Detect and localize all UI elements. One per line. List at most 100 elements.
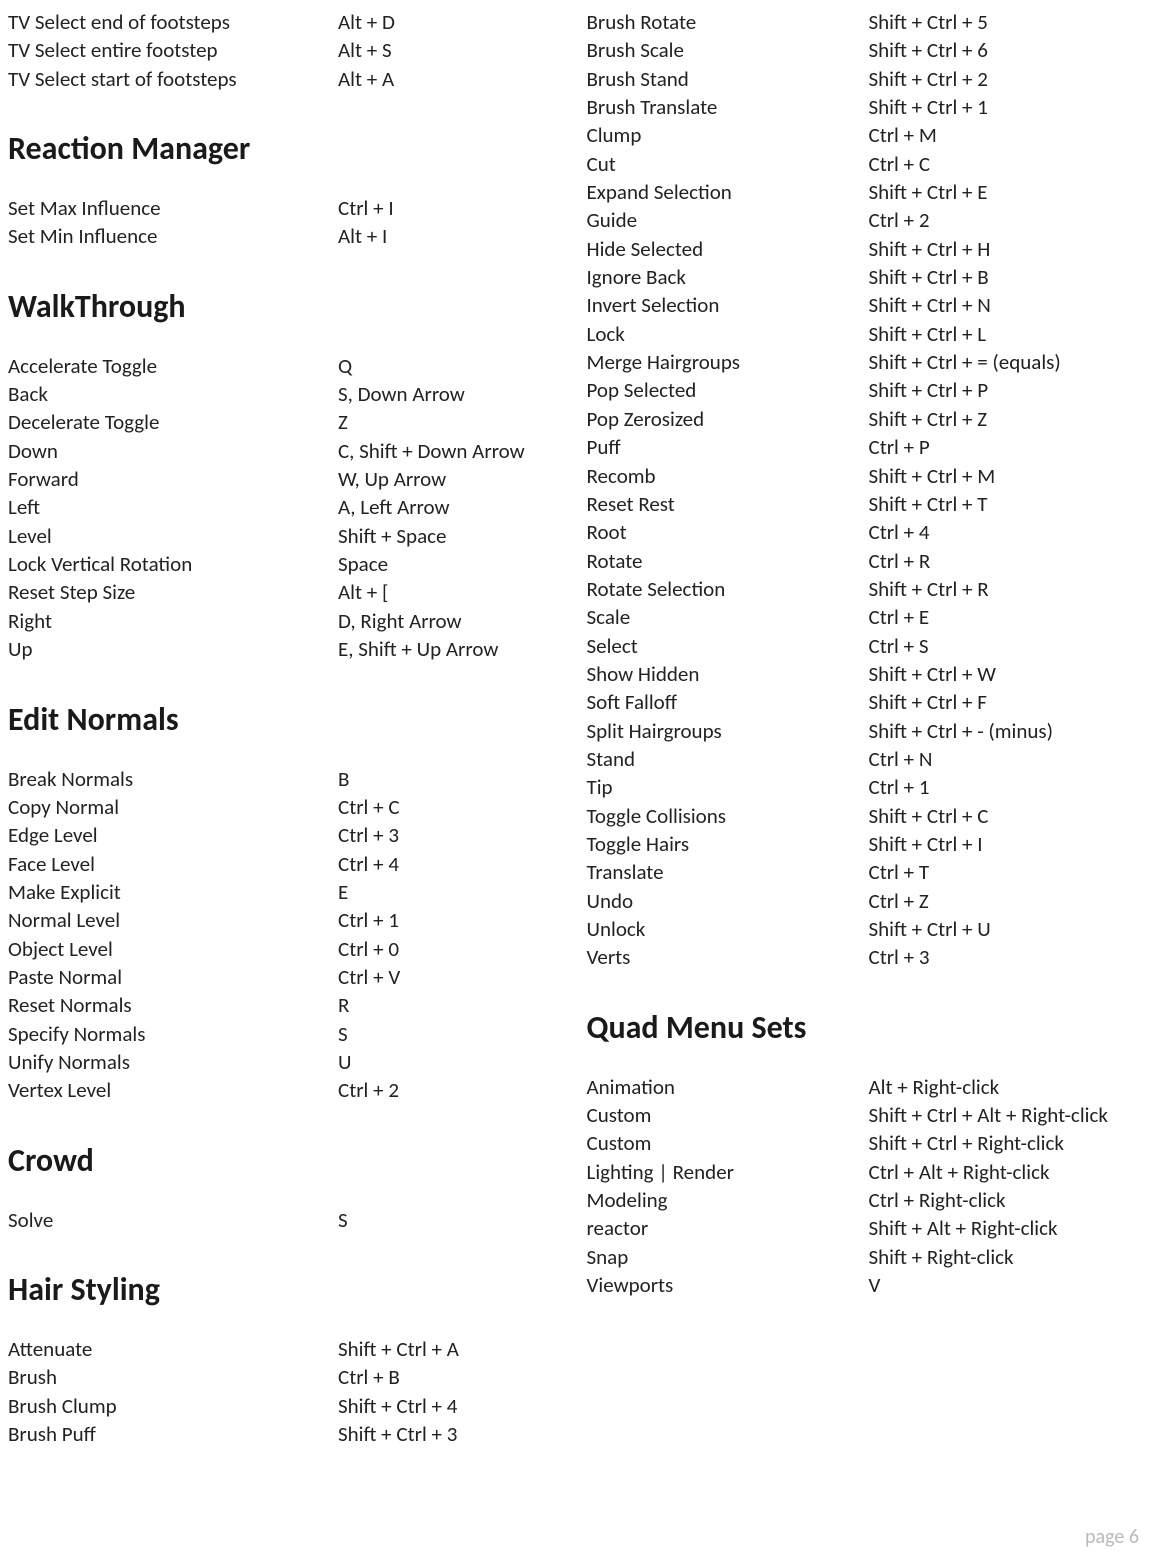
shortcut-action: Translate bbox=[587, 858, 869, 886]
shortcut-row: ClumpCtrl + M bbox=[587, 121, 1150, 149]
shortcut-row: Reset NormalsR bbox=[8, 991, 571, 1019]
shortcut-key: Space bbox=[338, 550, 571, 578]
shortcut-row: CutCtrl + C bbox=[587, 150, 1150, 178]
shortcut-action: Snap bbox=[587, 1243, 869, 1271]
shortcut-key: Shift + Ctrl + B bbox=[869, 263, 1150, 291]
shortcut-key: Q bbox=[338, 352, 571, 380]
shortcut-action: Reset Normals bbox=[8, 991, 338, 1019]
shortcut-key: Ctrl + V bbox=[338, 963, 571, 991]
shortcut-key: W, Up Arrow bbox=[338, 465, 571, 493]
shortcut-action: Copy Normal bbox=[8, 793, 338, 821]
shortcut-row: Brush ClumpShift + Ctrl + 4 bbox=[8, 1392, 571, 1420]
shortcut-action: Verts bbox=[587, 943, 869, 971]
shortcut-row: Soft FalloffShift + Ctrl + F bbox=[587, 688, 1150, 716]
shortcut-row: Lock Vertical RotationSpace bbox=[8, 550, 571, 578]
shortcut-row: AnimationAlt + Right-click bbox=[587, 1073, 1150, 1101]
shortcut-action: Face Level bbox=[8, 850, 338, 878]
shortcut-key: Ctrl + S bbox=[869, 632, 1150, 660]
page-number: page 6 bbox=[1085, 1525, 1139, 1549]
shortcut-row: Edge LevelCtrl + 3 bbox=[8, 821, 571, 849]
shortcut-action: Left bbox=[8, 493, 338, 521]
shortcut-row: RotateCtrl + R bbox=[587, 547, 1150, 575]
shortcut-action: Lock Vertical Rotation bbox=[8, 550, 338, 578]
shortcut-key: Shift + Ctrl + 2 bbox=[869, 65, 1150, 93]
shortcut-key: Ctrl + Z bbox=[869, 887, 1150, 915]
section-title: Hair Styling bbox=[8, 1270, 571, 1309]
shortcut-action: Vertex Level bbox=[8, 1076, 338, 1104]
shortcut-action: Puff bbox=[587, 433, 869, 461]
shortcut-action: Stand bbox=[587, 745, 869, 773]
shortcut-action: Custom bbox=[587, 1129, 869, 1157]
shortcut-row: PuffCtrl + P bbox=[587, 433, 1150, 461]
shortcut-key: Shift + Ctrl + M bbox=[869, 462, 1150, 490]
shortcut-key: Ctrl + I bbox=[338, 194, 571, 222]
shortcut-key: Ctrl + C bbox=[869, 150, 1150, 178]
shortcut-row: Specify NormalsS bbox=[8, 1020, 571, 1048]
shortcut-row: Set Min InfluenceAlt + I bbox=[8, 222, 571, 250]
shortcut-action: Scale bbox=[587, 603, 869, 631]
shortcut-action: Brush Puff bbox=[8, 1420, 338, 1448]
shortcut-action: Set Max Influence bbox=[8, 194, 338, 222]
shortcut-key: Alt + I bbox=[338, 222, 571, 250]
shortcut-key: Shift + Ctrl + 5 bbox=[869, 8, 1150, 36]
shortcut-action: Expand Selection bbox=[587, 178, 869, 206]
shortcut-action: Up bbox=[8, 635, 338, 663]
shortcut-key: A, Left Arrow bbox=[338, 493, 571, 521]
shortcut-row: reactorShift + Alt + Right-click bbox=[587, 1214, 1150, 1242]
shortcut-section: TV Select end of footstepsAlt + D TV Sele… bbox=[8, 8, 571, 93]
shortcut-row: BrushCtrl + B bbox=[8, 1363, 571, 1391]
shortcut-key: R bbox=[338, 991, 571, 1019]
shortcut-row: Face LevelCtrl + 4 bbox=[8, 850, 571, 878]
shortcut-row: Show HiddenShift + Ctrl + W bbox=[587, 660, 1150, 688]
shortcut-key: S bbox=[338, 1020, 571, 1048]
shortcut-action: Merge Hairgroups bbox=[587, 348, 869, 376]
shortcut-key: S bbox=[338, 1206, 571, 1234]
shortcut-key: Shift + Ctrl + = (equals) bbox=[869, 348, 1150, 376]
shortcut-action: Set Min Influence bbox=[8, 222, 338, 250]
shortcut-action: Lighting | Render bbox=[587, 1158, 869, 1186]
shortcut-key: Shift + Ctrl + 1 bbox=[869, 93, 1150, 121]
shortcut-action: Unify Normals bbox=[8, 1048, 338, 1076]
shortcut-key: Ctrl + Right-click bbox=[869, 1186, 1150, 1214]
section-title: WalkThrough bbox=[8, 287, 571, 326]
shortcut-action: Brush bbox=[8, 1363, 338, 1391]
shortcut-action: Root bbox=[587, 518, 869, 546]
right-column: Brush RotateShift + Ctrl + 5Brush ScaleS… bbox=[587, 8, 1150, 1553]
shortcut-row: Reset RestShift + Ctrl + T bbox=[587, 490, 1150, 518]
shortcut-key: Ctrl + P bbox=[869, 433, 1150, 461]
shortcut-key: Shift + Ctrl + E bbox=[869, 178, 1150, 206]
shortcut-action: Forward bbox=[8, 465, 338, 493]
shortcut-action: Invert Selection bbox=[587, 291, 869, 319]
shortcut-action: Show Hidden bbox=[587, 660, 869, 688]
shortcut-row: Copy NormalCtrl + C bbox=[8, 793, 571, 821]
shortcut-row: Invert SelectionShift + Ctrl + N bbox=[587, 291, 1150, 319]
shortcut-row: ScaleCtrl + E bbox=[587, 603, 1150, 631]
shortcut-key: Ctrl + B bbox=[338, 1363, 571, 1391]
shortcut-row: CustomShift + Ctrl + Alt + Right-click bbox=[587, 1101, 1150, 1129]
shortcut-key: Ctrl + R bbox=[869, 547, 1150, 575]
shortcut-row: Set Max InfluenceCtrl + I bbox=[8, 194, 571, 222]
shortcut-action: Brush Clump bbox=[8, 1392, 338, 1420]
shortcut-key: C, Shift + Down Arrow bbox=[338, 437, 571, 465]
shortcut-key: Ctrl + 3 bbox=[869, 943, 1150, 971]
shortcut-key: Shift + Ctrl + T bbox=[869, 490, 1150, 518]
shortcut-key: Shift + Ctrl + R bbox=[869, 575, 1150, 603]
shortcut-row: Pop ZerosizedShift + Ctrl + Z bbox=[587, 405, 1150, 433]
shortcut-row: SelectCtrl + S bbox=[587, 632, 1150, 660]
shortcut-key: Shift + Ctrl + U bbox=[869, 915, 1150, 943]
shortcut-key: Ctrl + 4 bbox=[869, 518, 1150, 546]
shortcut-action: Lock bbox=[587, 320, 869, 348]
shortcut-action: Recomb bbox=[587, 462, 869, 490]
shortcut-key: Ctrl + T bbox=[869, 858, 1150, 886]
shortcut-row: Brush PuffShift + Ctrl + 3 bbox=[8, 1420, 571, 1448]
shortcut-key: Shift + Ctrl + - (minus) bbox=[869, 717, 1150, 745]
shortcut-key: Shift + Ctrl + I bbox=[869, 830, 1150, 858]
shortcut-key: E, Shift + Up Arrow bbox=[338, 635, 571, 663]
shortcut-row: TipCtrl + 1 bbox=[587, 773, 1150, 801]
shortcut-row: Brush RotateShift + Ctrl + 5 bbox=[587, 8, 1150, 36]
shortcut-row: TV Select start of footstepsAlt + A bbox=[8, 65, 571, 93]
shortcut-row: TV Select end of footstepsAlt + D bbox=[8, 8, 571, 36]
shortcut-row: ForwardW, Up Arrow bbox=[8, 465, 571, 493]
shortcut-action: Soft Falloff bbox=[587, 688, 869, 716]
shortcut-section: Reaction ManagerSet Max InfluenceCtrl + … bbox=[8, 129, 571, 251]
